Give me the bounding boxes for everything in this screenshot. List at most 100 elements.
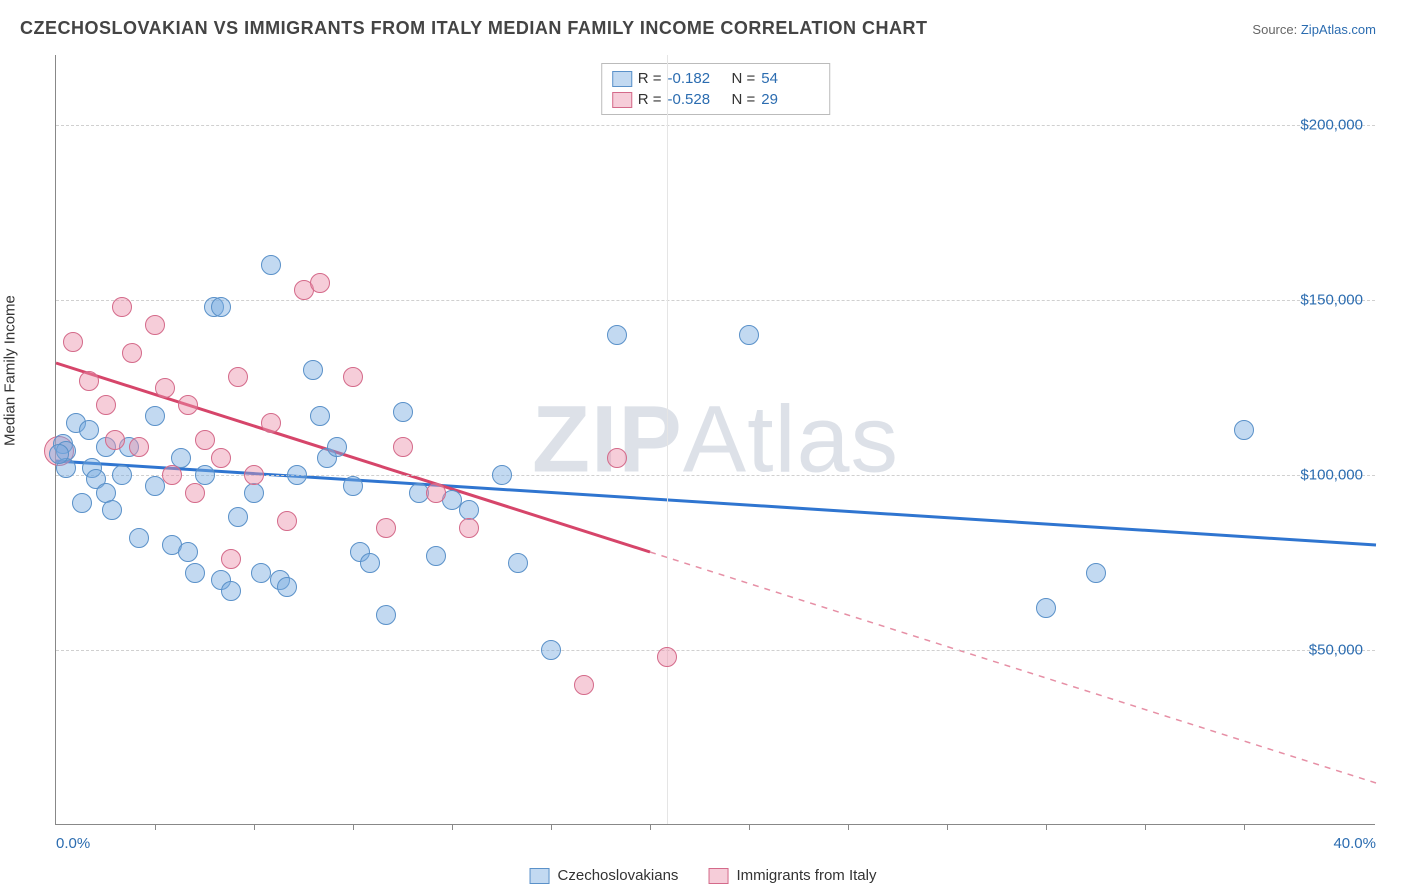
scatter-point xyxy=(211,448,231,468)
source-label: Source: xyxy=(1252,22,1297,37)
scatter-point xyxy=(129,528,149,548)
n-label: N = xyxy=(732,91,756,108)
scatter-point xyxy=(1086,563,1106,583)
scatter-point xyxy=(185,563,205,583)
x-tick-mark xyxy=(1145,824,1146,830)
x-tick-mark xyxy=(1046,824,1047,830)
source-attribution: Source: ZipAtlas.com xyxy=(1252,22,1376,37)
legend-swatch xyxy=(612,71,632,87)
scatter-point xyxy=(63,332,83,352)
scatter-point xyxy=(376,605,396,625)
gridline-vertical xyxy=(667,55,668,824)
x-tick-mark xyxy=(749,824,750,830)
scatter-point xyxy=(459,518,479,538)
trend-line-dashed xyxy=(650,552,1376,783)
scatter-point xyxy=(145,315,165,335)
scatter-point xyxy=(393,402,413,422)
scatter-point xyxy=(360,553,380,573)
scatter-point xyxy=(178,395,198,415)
scatter-point xyxy=(310,273,330,293)
y-tick-label: $200,000 xyxy=(1300,117,1363,134)
legend-swatch xyxy=(530,868,550,884)
legend-swatch xyxy=(708,868,728,884)
x-tick-mark xyxy=(353,824,354,830)
scatter-point xyxy=(244,483,264,503)
scatter-point xyxy=(607,448,627,468)
scatter-point xyxy=(426,483,446,503)
scatter-point xyxy=(112,297,132,317)
scatter-point xyxy=(277,577,297,597)
scatter-point xyxy=(211,297,231,317)
scatter-point xyxy=(607,325,627,345)
legend-swatch xyxy=(612,92,632,108)
r-label: R = xyxy=(638,91,662,108)
legend-series-label: Immigrants from Italy xyxy=(736,867,876,884)
scatter-point xyxy=(376,518,396,538)
scatter-point xyxy=(303,360,323,380)
scatter-point xyxy=(185,483,205,503)
r-value: -0.528 xyxy=(668,91,726,108)
r-value: -0.182 xyxy=(668,70,726,87)
plot-area: ZIPAtlas R = -0.182 N = 54 R = -0.528 N = 29 $5… xyxy=(55,55,1375,825)
scatter-point xyxy=(287,465,307,485)
scatter-point xyxy=(574,675,594,695)
y-tick-label: $100,000 xyxy=(1300,467,1363,484)
gridline-horizontal xyxy=(56,300,1375,301)
scatter-point xyxy=(228,367,248,387)
legend-stats-row: R = -0.528 N = 29 xyxy=(612,89,820,110)
scatter-point xyxy=(72,493,92,513)
watermark-rest: Atlas xyxy=(683,386,899,492)
n-label: N = xyxy=(732,70,756,87)
scatter-point xyxy=(343,476,363,496)
scatter-point xyxy=(327,437,347,457)
n-value: 54 xyxy=(761,70,819,87)
scatter-point xyxy=(228,507,248,527)
scatter-point xyxy=(508,553,528,573)
scatter-point xyxy=(261,255,281,275)
x-tick-label: 0.0% xyxy=(56,835,90,852)
x-tick-mark xyxy=(452,824,453,830)
scatter-point xyxy=(79,420,99,440)
series-legend: Czechoslovakians Immigrants from Italy xyxy=(530,867,877,884)
scatter-point xyxy=(393,437,413,457)
scatter-point xyxy=(49,444,69,464)
scatter-point xyxy=(155,378,175,398)
watermark: ZIPAtlas xyxy=(532,385,899,494)
scatter-point xyxy=(112,465,132,485)
scatter-point xyxy=(492,465,512,485)
scatter-point xyxy=(657,647,677,667)
correlation-legend: R = -0.182 N = 54 R = -0.528 N = 29 xyxy=(601,63,831,115)
scatter-point xyxy=(310,406,330,426)
trend-lines-layer xyxy=(56,55,1375,824)
scatter-point xyxy=(739,325,759,345)
x-tick-mark xyxy=(551,824,552,830)
scatter-point xyxy=(221,581,241,601)
scatter-point xyxy=(426,546,446,566)
scatter-point xyxy=(261,413,281,433)
x-tick-mark xyxy=(848,824,849,830)
scatter-point xyxy=(277,511,297,531)
y-tick-label: $50,000 xyxy=(1309,642,1363,659)
r-label: R = xyxy=(638,70,662,87)
source-link[interactable]: ZipAtlas.com xyxy=(1301,22,1376,37)
scatter-point xyxy=(96,395,116,415)
scatter-point xyxy=(129,437,149,457)
scatter-point xyxy=(1036,598,1056,618)
scatter-point xyxy=(1234,420,1254,440)
x-tick-label: 40.0% xyxy=(1333,835,1376,852)
watermark-bold: ZIP xyxy=(532,386,683,492)
x-tick-mark xyxy=(155,824,156,830)
legend-series-item: Immigrants from Italy xyxy=(708,867,876,884)
x-tick-mark xyxy=(1244,824,1245,830)
legend-series-label: Czechoslovakians xyxy=(558,867,679,884)
n-value: 29 xyxy=(761,91,819,108)
x-tick-mark xyxy=(947,824,948,830)
x-tick-mark xyxy=(650,824,651,830)
legend-series-item: Czechoslovakians xyxy=(530,867,679,884)
gridline-horizontal xyxy=(56,650,1375,651)
scatter-point xyxy=(178,542,198,562)
scatter-point xyxy=(221,549,241,569)
scatter-point xyxy=(195,430,215,450)
x-tick-mark xyxy=(254,824,255,830)
scatter-point xyxy=(541,640,561,660)
